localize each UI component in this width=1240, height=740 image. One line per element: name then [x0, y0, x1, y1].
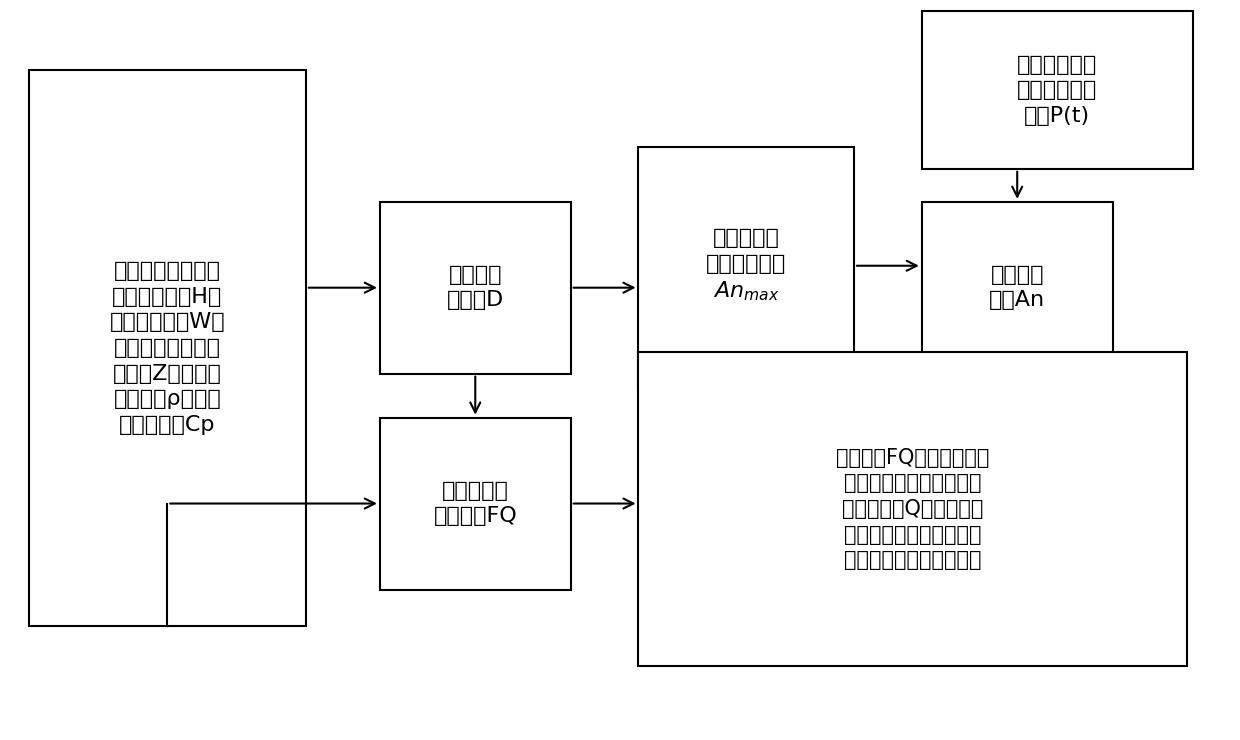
Text: 计算得到人
为热通量FQ: 计算得到人 为热通量FQ	[434, 481, 517, 526]
Text: 确定测试点
人为热极大值
$An_{max}$: 确定测试点 人为热极大值 $An_{max}$	[706, 228, 786, 303]
Text: 确定人为
热量An: 确定人为 热量An	[990, 265, 1045, 311]
Bar	[639, 352, 1187, 666]
Bar	[379, 202, 570, 374]
Text: 计算建筑
物密度D: 计算建筑 物密度D	[446, 265, 503, 311]
Text: 确定城市街谷的建
筑物平均高度H、
街谷平均宽度W、
采样点垂直于地表
的高度Z、采样点
空气密度ρ，采样
点热传导率Cp: 确定城市街谷的建 筑物平均高度H、 街谷平均宽度W、 采样点垂直于地表 的高度Z…	[109, 261, 226, 435]
Bar	[639, 147, 854, 385]
Text: 将求得的FQ添加到数值天
气预报模式中的能力平衡
方程热量项Q中，实现基
于基于城市冠层人为热的
数值天气预报模式的计算: 将求得的FQ添加到数值天 气预报模式中的能力平衡 方程热量项Q中，实现基 于基于…	[836, 448, 990, 571]
Bar	[921, 12, 1193, 169]
Bar	[29, 70, 306, 626]
Bar	[379, 417, 570, 590]
Text: 计算描述人为
热量日变化的
函数P(t): 计算描述人为 热量日变化的 函数P(t)	[1017, 55, 1097, 126]
Bar	[921, 202, 1112, 374]
